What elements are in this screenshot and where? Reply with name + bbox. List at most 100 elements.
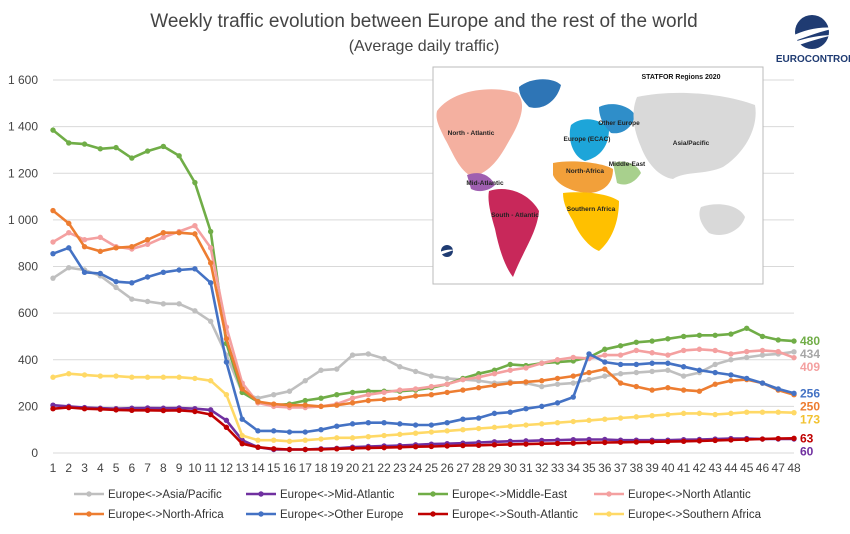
end-label-north_atlantic: 409 [800, 360, 820, 374]
data-point-north_atlantic [633, 347, 640, 354]
data-point-southern_africa [302, 437, 308, 443]
data-point-southern_africa [428, 429, 435, 435]
data-point-other_europe [680, 364, 687, 370]
data-point-north_atlantic [412, 386, 419, 392]
data-point-north_africa [428, 392, 435, 398]
chart-title: Weekly traffic evolution between Europe … [150, 11, 697, 32]
data-point-other_europe [665, 360, 671, 366]
legend-item-middle_east: Europe<->Middle-East [418, 489, 568, 501]
data-point-south_atlantic [334, 446, 340, 452]
x-tick-label: 36 [598, 461, 612, 475]
data-point-north_africa [97, 248, 103, 255]
data-point-southern_africa [176, 374, 182, 380]
data-point-other_europe [286, 429, 293, 435]
data-point-asia_pacific [759, 352, 766, 358]
data-point-southern_africa [475, 425, 482, 432]
data-point-southern_africa [602, 416, 608, 422]
data-point-southern_africa [271, 437, 277, 443]
data-point-north_africa [570, 373, 576, 379]
data-point-other_europe [491, 410, 498, 417]
y-tick-label: 1 000 [8, 213, 38, 227]
data-point-other_europe [744, 375, 750, 382]
x-tick-label: 33 [551, 461, 565, 475]
data-point-north_atlantic [728, 351, 734, 357]
data-point-asia_pacific [129, 296, 135, 302]
map-europe-ecac [569, 119, 609, 161]
x-tick-label: 28 [472, 461, 486, 475]
data-point-middle_east [192, 179, 198, 186]
inset-map: STATFOR Regions 2020 North - Atlantic Mi… [432, 66, 764, 285]
data-point-southern_africa [223, 392, 230, 398]
data-point-other_europe [50, 250, 56, 257]
data-point-north_africa [50, 207, 56, 214]
data-point-mid_atlantic [207, 407, 214, 413]
data-point-middle_east [712, 332, 718, 338]
data-point-southern_africa [286, 438, 293, 445]
data-point-southern_africa [239, 432, 245, 439]
map-label-europe: Europe (ECAC) [564, 136, 611, 143]
x-tick-label: 10 [188, 461, 202, 475]
x-tick-label: 42 [693, 461, 707, 475]
data-point-asia_pacific [665, 367, 671, 373]
map-asia-pacific [633, 92, 756, 179]
x-tick-label: 32 [535, 461, 549, 475]
data-point-middle_east [81, 141, 88, 147]
data-point-north_atlantic [460, 376, 466, 383]
series-southern_africa [50, 371, 797, 445]
data-point-asia_pacific [302, 378, 308, 384]
data-point-asia_pacific [791, 349, 797, 355]
map-south-atlantic [488, 189, 539, 277]
data-point-asia_pacific [617, 371, 624, 377]
legend-item-asia_pacific: Europe<->Asia/Pacific [74, 489, 222, 501]
data-point-southern_africa [680, 410, 687, 417]
data-point-south_atlantic [412, 444, 419, 450]
x-tick-label: 19 [330, 461, 344, 475]
data-point-south_atlantic [633, 439, 640, 445]
series-lines [50, 127, 797, 453]
data-point-north_africa [412, 393, 419, 399]
data-point-southern_africa [491, 424, 498, 431]
data-point-south_atlantic [791, 435, 797, 442]
series-asia_pacific [50, 264, 797, 401]
data-point-middle_east [633, 339, 640, 345]
x-tick-label: 31 [519, 461, 533, 475]
data-point-other_europe [129, 280, 135, 286]
data-point-north_atlantic [523, 365, 529, 371]
y-tick-label: 400 [18, 353, 38, 367]
y-tick-label: 800 [18, 260, 38, 274]
data-point-other_europe [255, 428, 261, 434]
x-tick-label: 9 [176, 461, 183, 475]
data-point-other_europe [302, 429, 308, 435]
x-tick-label: 3 [81, 461, 88, 475]
legend-marker [430, 511, 436, 517]
data-point-south_atlantic [176, 407, 182, 414]
data-point-north_atlantic [365, 392, 372, 398]
data-point-north_africa [617, 380, 624, 386]
legend-marker [606, 491, 612, 497]
data-point-asia_pacific [570, 380, 576, 386]
map-north-atlantic [436, 89, 523, 177]
data-point-north_africa [475, 385, 482, 391]
data-point-middle_east [97, 146, 103, 152]
map-greenland [519, 79, 561, 108]
legend: Europe<->Asia/Pacific Europe<->Mid-Atlant… [74, 489, 762, 521]
data-point-north_africa [144, 236, 151, 243]
data-point-north_africa [728, 378, 734, 384]
end-label-southern_africa: 173 [800, 412, 820, 426]
data-point-south_atlantic [129, 407, 135, 414]
data-point-middle_east [318, 395, 324, 401]
legend-marker [606, 511, 612, 517]
end-label-middle_east: 480 [800, 334, 820, 348]
data-point-other_europe [365, 419, 372, 426]
data-point-north_atlantic [444, 381, 450, 387]
data-point-other_europe [791, 390, 797, 397]
x-tick-label: 8 [160, 461, 167, 475]
data-point-north_africa [66, 220, 72, 227]
data-point-other_europe [207, 280, 214, 286]
legend-item-other_europe: Europe<->Other Europe [246, 509, 403, 521]
data-point-north_atlantic [381, 389, 387, 396]
data-point-asia_pacific [586, 376, 592, 383]
data-point-asia_pacific [539, 383, 545, 390]
data-point-asia_pacific [428, 373, 435, 379]
data-point-south_atlantic [144, 407, 151, 414]
